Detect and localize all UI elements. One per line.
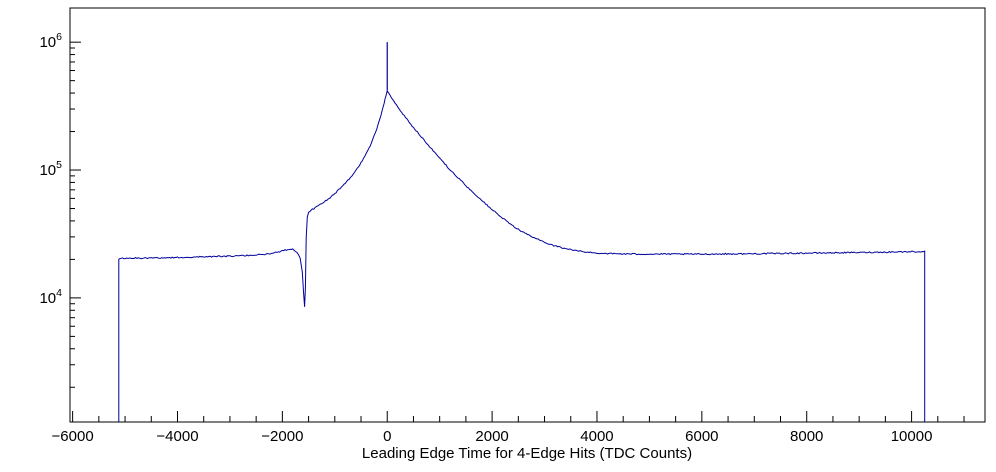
x-tick-label: 4000 (580, 428, 613, 445)
y-tick-label: 104 (39, 287, 62, 307)
y-tick-label: 105 (39, 159, 62, 179)
histogram-line (118, 89, 926, 422)
plot-frame (69, 7, 986, 423)
x-tick-label: 10000 (891, 428, 933, 445)
x-tick-label: 0 (383, 428, 391, 445)
x-axis-label: Leading Edge Time for 4-Edge Hits (TDC C… (362, 445, 692, 462)
y-tick-label: 106 (39, 31, 62, 51)
x-tick-label: −6000 (52, 428, 94, 445)
x-tick-label: −4000 (156, 428, 198, 445)
x-tick-label: 2000 (475, 428, 508, 445)
x-tick-label: −2000 (261, 428, 303, 445)
x-tick-label: 8000 (790, 428, 823, 445)
x-tick-label: 6000 (685, 428, 718, 445)
